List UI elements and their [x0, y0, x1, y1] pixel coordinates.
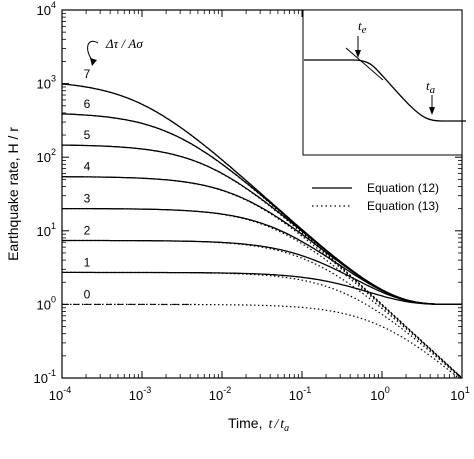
inset-ta-arrowhead — [429, 107, 435, 115]
y-tick-label: 104 — [37, 0, 56, 18]
inset-tangent-line — [345, 47, 384, 81]
plot-frame — [61, 9, 463, 379]
curve-label-2: 2 — [84, 224, 91, 238]
inset-frame — [302, 9, 463, 156]
y-axis-title: Earthquake rate, H / r — [5, 127, 21, 261]
axis-ticks: 10-4 10-3 10-2 10-1 100 10110-110010110210310… — [34, 0, 470, 403]
curve-1-dotted — [62, 271, 463, 379]
curve-label-3: 3 — [84, 192, 91, 206]
x-tick-label: 10-1 — [289, 385, 311, 403]
x-tick-label: 10-2 — [209, 385, 231, 403]
y-tick-label: 101 — [37, 221, 56, 239]
param-label: Δτ / Aσ — [105, 36, 143, 51]
y-tick-label: 103 — [37, 74, 56, 92]
curve-1-solid — [62, 271, 462, 306]
legend: Equation (12) Equation (13) — [312, 181, 439, 213]
inset-te-label: te — [358, 18, 367, 36]
curve-label-5: 5 — [84, 128, 91, 142]
param-arrowhead — [90, 58, 97, 66]
legend-label-eq13: Equation (13) — [367, 199, 439, 213]
inset-ta-label: ta — [426, 78, 436, 96]
curve-2-dotted — [62, 239, 463, 379]
x-tick-label: 10-3 — [129, 385, 151, 403]
x-tick-label: 101 — [450, 385, 469, 403]
curve-2-solid — [62, 239, 462, 306]
curve-label-4: 4 — [84, 160, 91, 174]
y-tick-label: 10-1 — [34, 368, 56, 386]
x-tick-label: 100 — [370, 385, 389, 403]
curves-group — [61, 83, 463, 379]
legend-label-eq12: Equation (12) — [367, 181, 439, 195]
curve-label-0: 0 — [84, 287, 91, 301]
y-tick-label: 102 — [37, 147, 56, 165]
inset-curve — [304, 59, 466, 122]
curve-label-1: 1 — [84, 255, 91, 269]
curve-labels: 0 1 2 3 4 5 6 7 — [84, 67, 91, 301]
curve-7-solid — [61, 83, 462, 306]
x-tick-label: 10-4 — [49, 385, 71, 403]
curve-5-solid — [61, 144, 462, 306]
curve-0-dotted — [62, 303, 462, 379]
curve-3-solid — [62, 207, 462, 306]
y-tick-label: 100 — [37, 294, 56, 312]
inset-te-arrowhead — [355, 50, 361, 58]
x-axis-title: Time, t / ta — [228, 415, 289, 434]
curve-label-6: 6 — [84, 97, 91, 111]
curve-3-dotted — [62, 208, 463, 379]
curve-label-7: 7 — [84, 67, 91, 81]
